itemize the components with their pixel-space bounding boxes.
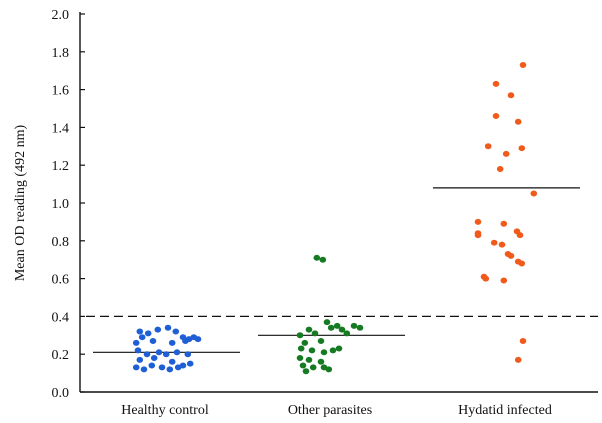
y-tick-label: 0.8 [52, 235, 70, 250]
data-point [338, 326, 346, 333]
data-point [148, 362, 156, 369]
data-point [154, 326, 162, 333]
data-point [132, 339, 140, 346]
y-tick-label: 1.2 [52, 159, 70, 174]
data-point [519, 337, 527, 344]
data-point [484, 143, 492, 150]
y-tick-label: 1.4 [52, 121, 70, 136]
data-point [302, 368, 310, 375]
data-point [305, 326, 313, 333]
data-point [514, 118, 522, 125]
data-point [184, 351, 192, 358]
data-point [502, 150, 510, 157]
data-point [150, 354, 158, 361]
data-point [474, 232, 482, 239]
data-point [305, 356, 313, 363]
data-point [320, 349, 328, 356]
data-point [164, 324, 172, 331]
data-point [168, 339, 176, 346]
data-point [530, 190, 538, 197]
y-tick-label: 0.6 [52, 273, 70, 288]
data-point [179, 362, 187, 369]
data-point [297, 345, 305, 352]
data-point [311, 330, 319, 337]
data-point [482, 275, 490, 282]
data-point [492, 113, 500, 120]
data-point [507, 92, 515, 99]
data-point [519, 62, 527, 69]
data-point [296, 332, 304, 339]
data-point [172, 328, 180, 335]
data-point [168, 358, 176, 365]
data-point [144, 330, 152, 337]
data-point [162, 351, 170, 358]
data-point [317, 337, 325, 344]
y-tick-label: 1.0 [52, 197, 70, 212]
data-point [498, 241, 506, 248]
data-point [474, 218, 482, 225]
data-point [136, 328, 144, 335]
axes [79, 12, 598, 393]
data-point [173, 349, 181, 356]
y-tick-label: 1.8 [52, 46, 70, 61]
tick-labels: 0.0 0.2 0.4 0.6 0.8 1.0 1.2 1.4 1.6 1.8 2.0 Healthy… [52, 8, 552, 418]
data-point [296, 354, 304, 361]
y-tick-label: 0.4 [52, 310, 70, 325]
data-point [327, 324, 335, 331]
y-tick-label: 1.6 [52, 84, 70, 99]
data-point [138, 334, 146, 341]
data-point [308, 347, 316, 354]
y-axis-title: Mean OD reading (492 nm) [13, 125, 28, 282]
data-point [350, 322, 358, 329]
data-point [309, 364, 317, 371]
data-point [490, 239, 498, 246]
data-point [496, 165, 504, 172]
data-point [132, 364, 140, 371]
data-point [194, 336, 202, 343]
data-point [507, 252, 515, 259]
data-point [301, 339, 309, 346]
y-tick-label: 0.0 [52, 386, 70, 401]
data-point [343, 330, 351, 337]
data-point [313, 254, 321, 261]
data-point [140, 366, 148, 373]
data-points [132, 62, 538, 375]
y-tick-label: 0.2 [52, 348, 70, 363]
data-point [492, 80, 500, 87]
data-point [514, 356, 522, 363]
data-point [516, 232, 524, 239]
x-tick-label: Healthy control [121, 403, 209, 418]
data-point [155, 349, 163, 356]
data-point [149, 337, 157, 344]
x-tick-label: Other parasites [288, 403, 372, 418]
data-point [143, 351, 151, 358]
data-point [323, 319, 331, 326]
data-point [182, 337, 189, 344]
data-point [333, 322, 341, 329]
data-point [500, 277, 508, 284]
x-tick-label: Hydatid infected [458, 403, 552, 418]
data-point [356, 324, 364, 331]
data-point [325, 366, 333, 373]
data-point [329, 347, 337, 354]
y-tick-label: 2.0 [52, 8, 70, 23]
data-point [335, 345, 343, 352]
data-point [158, 364, 166, 371]
data-point [186, 360, 194, 367]
data-point [500, 220, 508, 227]
data-point [299, 362, 307, 369]
data-point [134, 347, 142, 354]
data-point [166, 366, 174, 373]
data-point [136, 356, 144, 363]
data-point [518, 145, 526, 152]
data-point [317, 358, 325, 365]
data-point [518, 260, 526, 267]
data-point [319, 256, 327, 263]
